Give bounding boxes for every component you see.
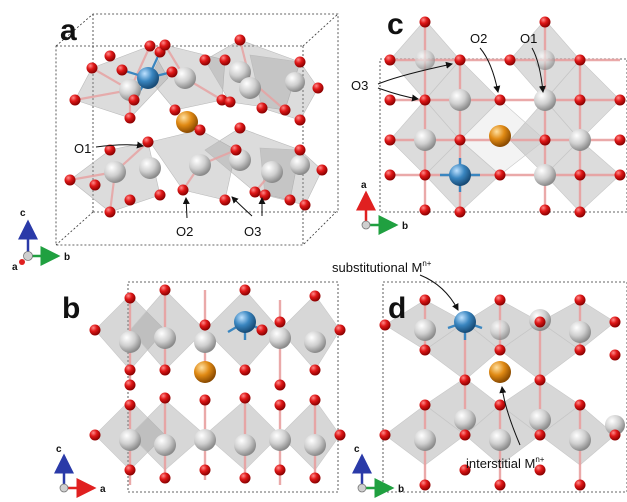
axis-label-b-d: b xyxy=(398,484,404,495)
axis-label-c-d: c xyxy=(354,444,360,455)
axes-triad-a: c b a xyxy=(12,208,70,273)
axis-label-a-a: a xyxy=(12,262,18,273)
oxygen-atoms-b xyxy=(89,284,346,484)
oxygen-atoms-a xyxy=(64,34,328,218)
o1-arrow-a xyxy=(95,141,144,149)
axis-label-b-a: b xyxy=(64,252,70,263)
substitutional-arrow-d xyxy=(419,274,459,311)
site-label-o3-a: O3 xyxy=(244,224,261,239)
panel-label-a: a xyxy=(60,14,77,47)
host-metal-atoms-b xyxy=(119,327,326,456)
interstitial-atom-a xyxy=(176,111,198,133)
panel-c: O2 O1 O3 c a b xyxy=(351,8,627,235)
o2-arrow-a xyxy=(182,197,190,219)
host-metal-atoms-c xyxy=(414,50,591,186)
site-label-o2-a: O2 xyxy=(176,224,193,239)
axis-label-b-c: b xyxy=(402,221,408,232)
panel-label-b: b xyxy=(62,292,80,325)
site-label-o3-c: O3 xyxy=(351,78,368,93)
interstitial-arrow-d xyxy=(499,386,521,446)
panel-b: b c a xyxy=(54,281,346,498)
dopant-atom-c xyxy=(449,164,471,186)
o3-arrow-c-2 xyxy=(377,87,419,102)
panel-a: O1 O2 O3 a c b a xyxy=(12,13,339,273)
dopant-atom-a xyxy=(137,67,159,89)
interstitial-atom-b xyxy=(194,361,216,383)
axis-label-a-b: a xyxy=(100,484,106,495)
axis-label-a-c: a xyxy=(361,180,367,191)
site-label-o1-a: O1 xyxy=(74,141,91,156)
unit-cell-b xyxy=(127,281,339,493)
o2-arrow-c xyxy=(479,47,501,93)
unit-cell-d xyxy=(382,281,627,493)
panel-label-c: c xyxy=(387,8,404,41)
oxygen-atoms-d xyxy=(379,294,621,491)
interstitial-atom-d xyxy=(489,361,511,383)
axes-triad-b: c a xyxy=(54,444,106,498)
interstitial-label-d: interstitial Mn+ xyxy=(466,455,545,471)
o1-arrow-c xyxy=(531,47,546,93)
axes-triad-d: c b xyxy=(352,444,404,498)
panel-d: substitutional Mn+ interstitial Mn+ d c … xyxy=(332,259,627,498)
dopant-atom-b xyxy=(234,311,256,333)
axis-label-c-b: c xyxy=(56,444,62,455)
o3-arrow-c-1 xyxy=(377,61,453,85)
host-metal-atoms-d xyxy=(414,309,625,451)
unit-cell-a xyxy=(55,13,339,246)
oxygen-atoms-c xyxy=(384,16,626,218)
axis-label-c-a: c xyxy=(20,208,26,219)
panel-label-d: d xyxy=(388,292,406,325)
dopant-atom-d xyxy=(454,311,476,333)
site-label-o1-c: O1 xyxy=(520,31,537,46)
site-label-o2-c: O2 xyxy=(470,31,487,46)
substitutional-label-d: substitutional Mn+ xyxy=(332,259,432,275)
axes-triad-c: a b xyxy=(356,180,408,235)
o3-arrow-a-1 xyxy=(231,196,253,217)
interstitial-atom-c xyxy=(489,125,511,147)
